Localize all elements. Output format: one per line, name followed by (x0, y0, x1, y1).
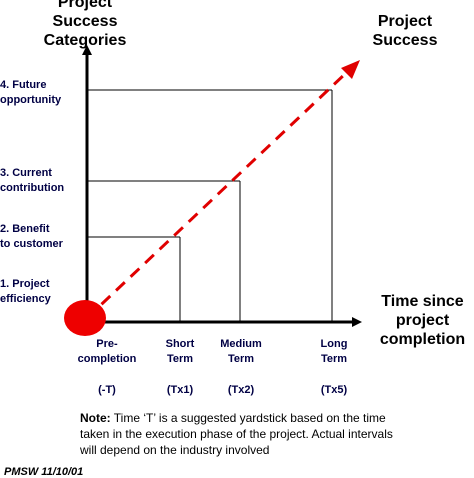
diagonal-title: Project Success (372, 13, 438, 49)
x-axis-title: Time since project completion (379, 293, 466, 348)
y-category-label: 4. Future opportunity (0, 79, 62, 106)
x-category-code: (Tx2) (227, 384, 255, 396)
x-category-code: (-T) (98, 384, 116, 396)
x-category-label: Long Term (Tx5) (294, 337, 374, 398)
trend-line (85, 72, 347, 320)
note-line: taken in the execution phase of the proj… (80, 427, 393, 441)
y-axis-title: Project Success Categories (43, 0, 127, 49)
note: Note: Time ‘T’ is a suggested yardstick … (80, 410, 474, 458)
y-category-label: 2. Benefit to customer (0, 223, 63, 250)
x-category-code: (Tx5) (320, 384, 348, 396)
note-line: will depend on the industry involved (80, 443, 270, 457)
x-category-label: Medium Term (Tx2) (201, 337, 281, 398)
note-line: Time ‘T’ is a suggested yardstick based … (113, 411, 386, 425)
note-label: Note: (80, 411, 111, 425)
footer-code: PMSW 11/10/01 (4, 466, 84, 478)
x-category-label: Pre- completion (-T) (67, 337, 147, 398)
x-category-label: Short Term (Tx1) (140, 337, 220, 398)
origin-marker (64, 300, 106, 336)
y-category-label: 1. Project efficiency (0, 278, 51, 305)
trend-arrowhead (341, 60, 360, 79)
x-category-code: (Tx1) (166, 384, 194, 396)
y-category-label: 3. Current contribution (0, 167, 65, 194)
